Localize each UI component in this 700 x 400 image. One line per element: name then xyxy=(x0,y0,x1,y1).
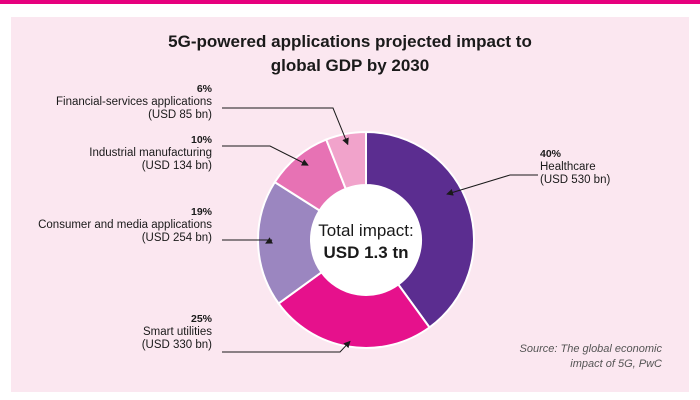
category-label-consumer-and-media-applications: Consumer and media applications xyxy=(38,219,212,231)
value-label-smart-utilities: (USD 330 bn) xyxy=(142,339,212,351)
percent-label-smart-utilities: 25% xyxy=(191,313,213,325)
value-label-financial-services-applications: (USD 85 bn) xyxy=(148,109,212,121)
total-impact-label: Total impact: xyxy=(318,221,413,240)
percent-label-financial-services-applications: 6% xyxy=(197,83,213,95)
value-label-consumer-and-media-applications: (USD 254 bn) xyxy=(142,232,212,244)
callout-arrow-smart-utilities xyxy=(222,340,351,353)
source-note-line-2: impact of 5G, PwC xyxy=(570,358,662,370)
callout-arrow-healthcare xyxy=(446,174,538,196)
callout-arrow-industrial-manufacturing xyxy=(222,145,309,166)
accent-bar xyxy=(0,0,700,4)
category-label-healthcare: Healthcare xyxy=(540,161,596,173)
source-note-line-1: Source: The global economic xyxy=(520,343,663,355)
percent-label-healthcare: 40% xyxy=(540,148,562,160)
chart-title-line-1: 5G-powered applications projected impact… xyxy=(168,32,532,51)
donut-hole xyxy=(311,185,421,295)
chart-title-line-2: global GDP by 2030 xyxy=(271,56,429,75)
value-label-industrial-manufacturing: (USD 134 bn) xyxy=(142,160,212,172)
category-label-financial-services-applications: Financial-services applications xyxy=(56,96,212,108)
callouts-group: 40%Healthcare(USD 530 bn) 25%Smart utilit… xyxy=(38,83,610,353)
category-label-industrial-manufacturing: Industrial manufacturing xyxy=(89,147,212,159)
category-label-smart-utilities: Smart utilities xyxy=(143,326,212,338)
value-label-healthcare: (USD 530 bn) xyxy=(540,174,610,186)
total-impact-value: USD 1.3 tn xyxy=(323,243,408,262)
percent-label-consumer-and-media-applications: 19% xyxy=(191,206,213,218)
callout-arrow-consumer-and-media-applications xyxy=(222,237,273,244)
percent-label-industrial-manufacturing: 10% xyxy=(191,134,213,146)
callout-arrow-financial-services-applications xyxy=(222,107,349,146)
